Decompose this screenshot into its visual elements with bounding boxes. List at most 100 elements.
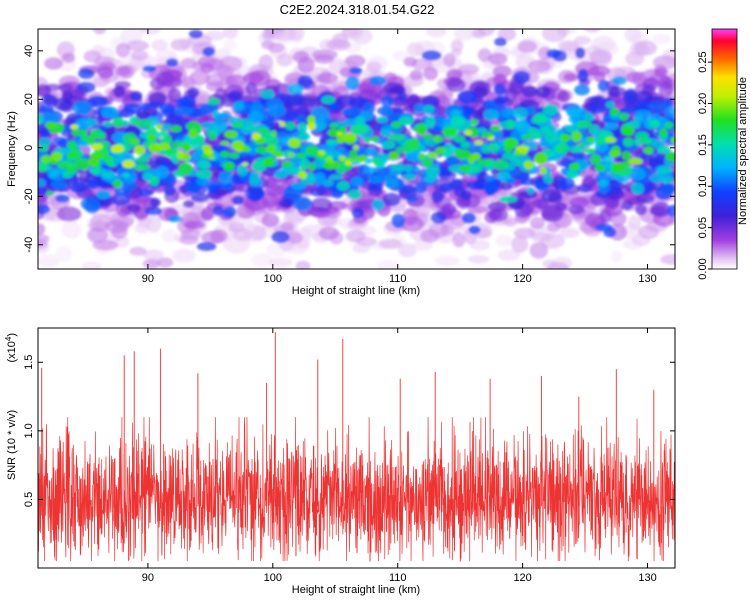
spectrogram-cell xyxy=(38,104,54,113)
spectrogram-cell xyxy=(542,29,567,43)
spectrogram-cell xyxy=(457,90,478,104)
spectrogram-cell xyxy=(568,205,585,215)
spectrogram-cell xyxy=(251,132,261,140)
spectrogram-cell xyxy=(142,65,157,72)
spectrogram-cell xyxy=(513,70,530,84)
y-tick-label: -40 xyxy=(23,237,35,253)
spectrogram-cell xyxy=(314,172,326,185)
spectrogram-cell xyxy=(670,136,675,144)
spectrogram-cell xyxy=(307,122,316,130)
spectrogram-cell xyxy=(56,206,82,222)
spectrogram-cell xyxy=(57,161,73,170)
spectrogram-cell xyxy=(207,98,221,105)
spectrogram-cell xyxy=(656,165,673,175)
spectrogram-cell xyxy=(534,152,548,165)
spectrogram-cell xyxy=(249,172,261,185)
spectrogram-cell xyxy=(329,122,339,129)
spectrogram-cell xyxy=(308,162,316,171)
x-tick-label: 90 xyxy=(142,572,154,584)
spectrogram-cell xyxy=(237,165,248,177)
spectrogram-cell xyxy=(188,128,198,138)
spectrogram-cell xyxy=(576,120,592,129)
spectrogram-cell xyxy=(134,163,150,171)
spectrogram-cell xyxy=(348,106,362,120)
spectrogram-cell xyxy=(558,40,580,52)
spectrogram-frame xyxy=(37,28,676,270)
spectrogram-cell xyxy=(626,71,643,84)
spectrogram-cell xyxy=(225,74,247,88)
spectrogram-cell xyxy=(532,114,547,124)
spectrogram-cell xyxy=(201,230,225,245)
snr-series-line xyxy=(38,417,675,562)
spectrogram-cell xyxy=(391,121,402,129)
spectrogram-cell xyxy=(113,85,126,98)
spectrogram-cell xyxy=(38,254,60,268)
spectrogram-cell xyxy=(245,82,258,95)
spectrogram-cell xyxy=(39,126,51,138)
spectrogram-cell xyxy=(609,108,620,117)
x-tick-label: 130 xyxy=(638,273,656,285)
spectrogram-cell xyxy=(273,172,288,179)
spectrogram-cell xyxy=(649,205,668,217)
spectrogram-cell xyxy=(70,124,79,130)
spectrogram-cell xyxy=(605,101,615,109)
spectrogram-cell xyxy=(624,29,642,43)
spectrogram-cell xyxy=(426,164,440,178)
spectrogram-cell xyxy=(61,220,82,239)
spectrogram-cell xyxy=(262,157,275,167)
spectrogram-cell xyxy=(40,112,59,126)
spectrogram-cell xyxy=(421,95,441,108)
spectrogram-cell xyxy=(577,68,589,83)
spectrogram-cell xyxy=(638,225,660,239)
spectrogram-cell xyxy=(38,186,47,196)
spectrogram-cell xyxy=(460,141,471,149)
spectrogram-cell xyxy=(584,148,596,154)
spectrogram-cell xyxy=(112,117,125,128)
colorbar-ticks: 0.00 0.05 0.10 0.15 0.20 0.25 xyxy=(697,51,712,280)
spectrogram-cell xyxy=(622,90,638,105)
spectrogram-cell xyxy=(432,136,441,142)
spectrogram-cell xyxy=(633,115,644,124)
spectrogram-cell xyxy=(287,152,296,158)
spectrogram-cell xyxy=(248,110,263,124)
spectrogram-cell xyxy=(220,140,229,146)
spectrogram-cell xyxy=(470,119,479,126)
spectrogram-cell xyxy=(328,128,338,137)
spectrogram-cell xyxy=(381,95,393,108)
spectrogram-cell xyxy=(368,75,387,86)
spectrogram-cell xyxy=(135,119,152,128)
spectrogram-cell xyxy=(659,128,668,137)
spectrogram-cell xyxy=(427,152,439,158)
spectrogram-cell xyxy=(336,132,343,136)
spectrogram-cell xyxy=(434,255,461,267)
spectrogram-cell xyxy=(558,177,575,190)
spectrogram-cell xyxy=(502,152,516,160)
spectrogram-cell xyxy=(381,140,396,149)
spectrogram-cell xyxy=(326,39,351,51)
spectrogram-cell xyxy=(87,227,108,244)
spectrogram-cell xyxy=(420,229,440,243)
spectrogram-cell xyxy=(661,183,675,195)
spectrogram-cell xyxy=(266,104,287,118)
spectrogram-cell xyxy=(327,200,348,211)
spectrogram-cell xyxy=(266,144,277,153)
spectrogram-cell xyxy=(163,184,176,196)
spectrogram-cell xyxy=(635,131,649,140)
spectrogram-cell xyxy=(666,204,675,217)
spectrogram-cell xyxy=(378,238,402,249)
x-tick-label: 120 xyxy=(513,273,531,285)
spectrogram-cell xyxy=(494,37,507,47)
spectrogram-cell xyxy=(421,50,442,61)
spectrogram-cell xyxy=(297,56,315,74)
spectrogram-cell xyxy=(295,260,311,269)
spectrogram-cell xyxy=(281,161,292,168)
spectrogram-cell xyxy=(96,190,111,200)
spectrogram-cell xyxy=(574,84,590,96)
spectrogram-cell xyxy=(142,152,152,159)
spectrogram-cell xyxy=(640,152,652,162)
spectrogram-cell xyxy=(470,152,481,161)
spectrogram-cell xyxy=(404,164,413,173)
spectrogram-cell xyxy=(200,207,215,221)
spectrogram-cell xyxy=(512,107,528,120)
spectrogram-cell xyxy=(488,208,509,222)
